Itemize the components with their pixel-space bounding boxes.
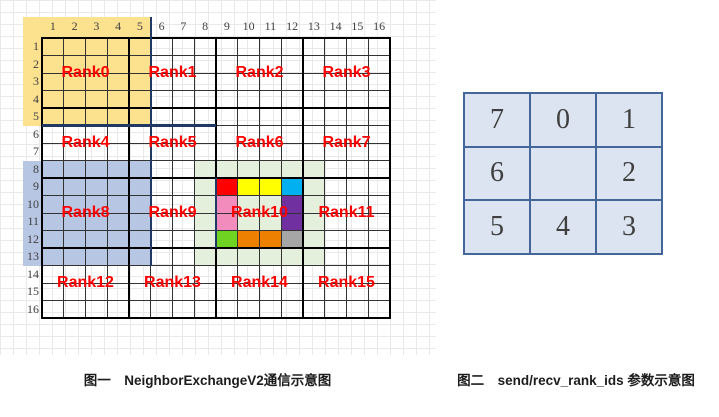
col-header-label: 9: [223, 19, 230, 33]
col-header-label: 2: [71, 19, 78, 33]
col-header-label: 4: [115, 19, 122, 33]
col-header-label: 3: [93, 19, 100, 33]
direction-table-cell-r1c2: 2: [597, 147, 661, 200]
col-header-label: 10: [242, 19, 255, 33]
col-header-label: 8: [202, 19, 209, 33]
direction-table-cell-r0c1: 0: [531, 94, 595, 146]
halo-border-line: [214, 178, 218, 248]
row-header-label: 9: [33, 179, 39, 193]
row-header-label: 2: [33, 56, 39, 71]
rank-label: Rank9: [148, 204, 197, 221]
col-header-label: 15: [351, 19, 364, 33]
rank-label: Rank10: [231, 204, 288, 221]
row-header-label: 11: [27, 214, 39, 228]
col-header-label: 11: [264, 19, 277, 33]
row-header-label: 3: [33, 74, 39, 88]
figure2-caption: 图二 send/recv_rank_ids 参数示意图: [457, 373, 695, 388]
col-header-label: 12: [286, 19, 299, 33]
rank-label: Rank11: [318, 204, 375, 221]
direction-table-cell-r1c0: 6: [465, 147, 529, 200]
cell-cyan: [281, 178, 303, 196]
direction-table-cell-r2c1: 4: [531, 201, 595, 253]
row-header-label: 12: [27, 231, 39, 246]
row-header-label: 10: [27, 196, 39, 211]
row-header-label: 14: [27, 266, 39, 281]
cell-red: [216, 178, 238, 196]
rank-label: Rank4: [61, 134, 110, 151]
col-header-label: 16: [373, 19, 386, 33]
row-header-label: 6: [33, 126, 39, 141]
direction-table-cell-r1c1: [531, 147, 595, 200]
block-border-horizontal: [40, 316, 392, 320]
col-header-label: 7: [180, 19, 187, 33]
row-header-label: 16: [27, 301, 39, 316]
rank-label: Rank8: [61, 204, 110, 221]
halo-border-line: [42, 124, 216, 127]
col-header-label: 6: [158, 19, 165, 33]
row-header-label: 7: [33, 144, 39, 158]
col-header-label: 14: [329, 19, 342, 33]
direction-table-cell-r0c2: 1: [597, 94, 661, 146]
rank-label: Rank5: [148, 134, 197, 151]
row-header-label: 1: [33, 39, 39, 53]
row-header-label: 5: [33, 109, 39, 123]
rank-label: Rank12: [57, 274, 114, 291]
cell-green: [216, 230, 238, 248]
block-border-horizontal: [40, 106, 392, 110]
rank-label: Rank3: [322, 64, 371, 81]
row-header-label: 13: [27, 249, 39, 263]
rank-label: Rank0: [61, 64, 110, 81]
rank-label: Rank7: [322, 134, 371, 151]
rank-label: Rank1: [148, 64, 197, 81]
cell-gray: [281, 230, 303, 248]
row-header-label: 15: [27, 284, 39, 298]
col-header-label: 1: [49, 19, 56, 33]
direction-table-cell-r0c0: 7: [465, 94, 529, 146]
block-border-horizontal: [40, 36, 392, 40]
halo-border-line: [149, 17, 152, 266]
rank-label: Rank6: [235, 134, 284, 151]
row-header-label: 8: [33, 161, 39, 176]
row-header-label: 4: [33, 91, 39, 106]
block-border-horizontal: [40, 246, 392, 250]
rank-label: Rank15: [318, 274, 375, 291]
direction-table-cell-r2c0: 5: [465, 201, 529, 253]
rank-label: Rank2: [235, 64, 284, 81]
figure1-caption: 图一 NeighborExchangeV2通信示意图: [83, 373, 332, 388]
col-header-label: 5: [136, 19, 143, 33]
rank-label: Rank13: [144, 274, 201, 291]
rank-label: Rank14: [231, 274, 288, 291]
direction-table-cell-r2c2: 3: [597, 201, 661, 253]
col-header-label: 13: [307, 19, 320, 33]
rank-grid-figure: 1 2 3 4 5 6 7 8 9 10 11 12 13 14 15 16 1 2 3 4 5 6 7 8 9 10 11 12 13…: [23, 17, 392, 320]
